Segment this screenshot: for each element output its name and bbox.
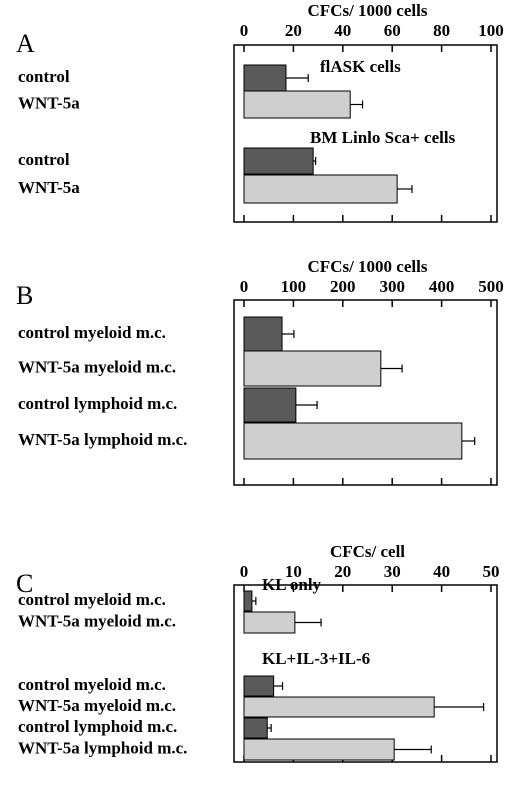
plot-frame — [233, 584, 498, 763]
bar — [243, 422, 463, 460]
group-label: BM Linlo Sca+ cells — [310, 128, 456, 147]
category-label: WNT-5a myeloid m.c. — [18, 357, 176, 376]
category-label: WNT-5a lymphoid m.c. — [18, 430, 187, 449]
x-tick-label: 10 — [285, 562, 302, 581]
bar — [243, 174, 398, 204]
x-tick-label: 100 — [281, 277, 307, 296]
x-tick-label: 0 — [240, 21, 249, 40]
x-tick-label: 400 — [429, 277, 455, 296]
bar — [243, 147, 314, 175]
bar — [243, 350, 382, 387]
x-tick-label: 40 — [433, 562, 450, 581]
category-label: control myeloid m.c. — [18, 590, 166, 609]
x-tick-label: 40 — [334, 21, 351, 40]
group-label: KL only — [262, 575, 322, 594]
bar — [243, 316, 283, 352]
x-tick-label: 0 — [240, 277, 249, 296]
category-label: control lymphoid m.c. — [18, 394, 177, 413]
category-label: WNT-5a lymphoid m.c. — [18, 738, 187, 757]
category-label: control — [18, 67, 70, 86]
category-label: control lymphoid m.c. — [18, 717, 177, 736]
bar — [243, 717, 268, 739]
bar — [243, 696, 435, 718]
group-label: KL+IL-3+IL-6 — [262, 649, 370, 668]
x-tick-label: 30 — [384, 562, 401, 581]
category-label: control myeloid m.c. — [18, 675, 166, 694]
x-tick-label: 0 — [240, 562, 249, 581]
plot-frame — [233, 299, 498, 486]
x-tick-label: 200 — [330, 277, 356, 296]
category-label: control myeloid m.c. — [18, 323, 166, 342]
bar — [243, 738, 395, 761]
panel-letter: B — [16, 281, 33, 310]
axis-title: CFCs/ cell — [330, 542, 405, 561]
x-tick-label: 60 — [384, 21, 401, 40]
x-tick-label: 50 — [483, 562, 500, 581]
plot-frame — [233, 44, 498, 223]
panel-letter: A — [16, 29, 35, 58]
category-label: control — [18, 150, 70, 169]
group-label: flASK cells — [320, 57, 401, 76]
x-tick-label: 80 — [433, 21, 450, 40]
x-tick-label: 300 — [379, 277, 405, 296]
bar — [243, 611, 296, 634]
axis-title: CFCs/ 1000 cells — [308, 1, 428, 20]
bar — [243, 675, 275, 697]
bar — [243, 64, 287, 92]
category-label: WNT-5a — [18, 93, 80, 112]
category-label: WNT-5a myeloid m.c. — [18, 611, 176, 630]
panel-letter: C — [16, 569, 33, 598]
axis-title: CFCs/ 1000 cells — [308, 257, 428, 276]
bar — [243, 387, 297, 423]
x-tick-label: 20 — [334, 562, 351, 581]
x-tick-label: 100 — [478, 21, 504, 40]
category-label: WNT-5a — [18, 178, 80, 197]
x-tick-label: 500 — [478, 277, 504, 296]
bar — [243, 590, 253, 612]
bar — [243, 90, 351, 119]
x-tick-label: 20 — [285, 21, 302, 40]
category-label: WNT-5a myeloid m.c. — [18, 696, 176, 715]
